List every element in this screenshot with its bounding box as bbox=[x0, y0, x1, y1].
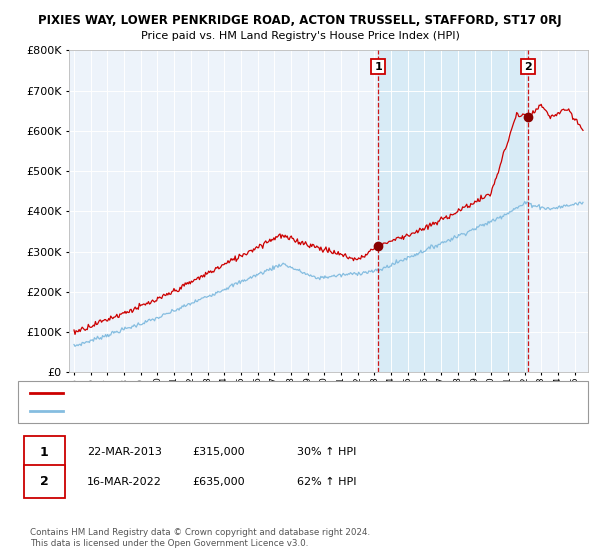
Bar bbox=[378, 50, 528, 372]
Text: 2: 2 bbox=[524, 62, 532, 72]
Text: 2: 2 bbox=[40, 475, 49, 488]
Text: HPI: Average price, detached house, South Staffordshire: HPI: Average price, detached house, Sout… bbox=[69, 406, 344, 416]
Text: £635,000: £635,000 bbox=[192, 477, 245, 487]
Text: Contains HM Land Registry data © Crown copyright and database right 2024.
This d: Contains HM Land Registry data © Crown c… bbox=[30, 528, 370, 548]
Text: 1: 1 bbox=[374, 62, 382, 72]
Text: 62% ↑ HPI: 62% ↑ HPI bbox=[297, 477, 356, 487]
Text: Price paid vs. HM Land Registry's House Price Index (HPI): Price paid vs. HM Land Registry's House … bbox=[140, 31, 460, 41]
Text: PIXIES WAY, LOWER PENKRIDGE ROAD, ACTON TRUSSELL, STAFFORD, ST17 0RJ: PIXIES WAY, LOWER PENKRIDGE ROAD, ACTON … bbox=[38, 14, 562, 27]
Text: £315,000: £315,000 bbox=[192, 447, 245, 458]
Text: 1: 1 bbox=[40, 446, 49, 459]
Text: 16-MAR-2022: 16-MAR-2022 bbox=[87, 477, 162, 487]
Text: 22-MAR-2013: 22-MAR-2013 bbox=[87, 447, 162, 458]
Text: 30% ↑ HPI: 30% ↑ HPI bbox=[297, 447, 356, 458]
Text: PIXIES WAY, LOWER PENKRIDGE ROAD, ACTON TRUSSELL, STAFFORD, ST17 0RJ (detache: PIXIES WAY, LOWER PENKRIDGE ROAD, ACTON … bbox=[69, 388, 503, 398]
